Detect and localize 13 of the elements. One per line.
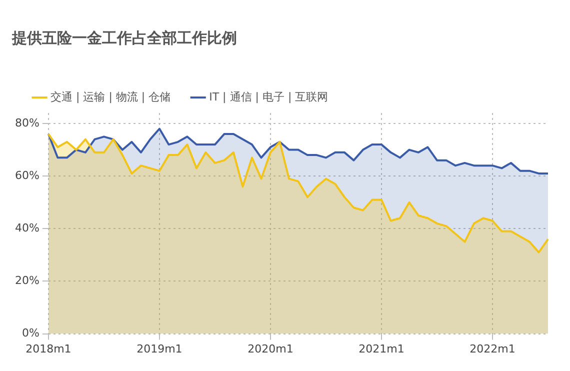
legend-label: 交通 | 运输 | 物流 | 仓储: [50, 90, 171, 104]
x-tick-label: 2019m1: [136, 342, 182, 356]
chart-title: 提供五险一金工作占全部工作比例: [11, 28, 237, 47]
y-tick-label: 60%: [14, 168, 40, 182]
y-tick-label: 40%: [14, 222, 40, 235]
y-tick-label: 20%: [14, 274, 40, 288]
x-tick-label: 2018m1: [26, 342, 72, 356]
x-tick-label: 2020m1: [248, 342, 294, 356]
legend-label: IT | 通信 | 电子 | 互联网: [209, 90, 328, 104]
y-tick-label: 0%: [22, 326, 40, 340]
x-tick-label: 2022m1: [470, 342, 516, 356]
y-tick-label: 80%: [14, 116, 40, 130]
x-tick-label: 2021m1: [358, 342, 404, 356]
